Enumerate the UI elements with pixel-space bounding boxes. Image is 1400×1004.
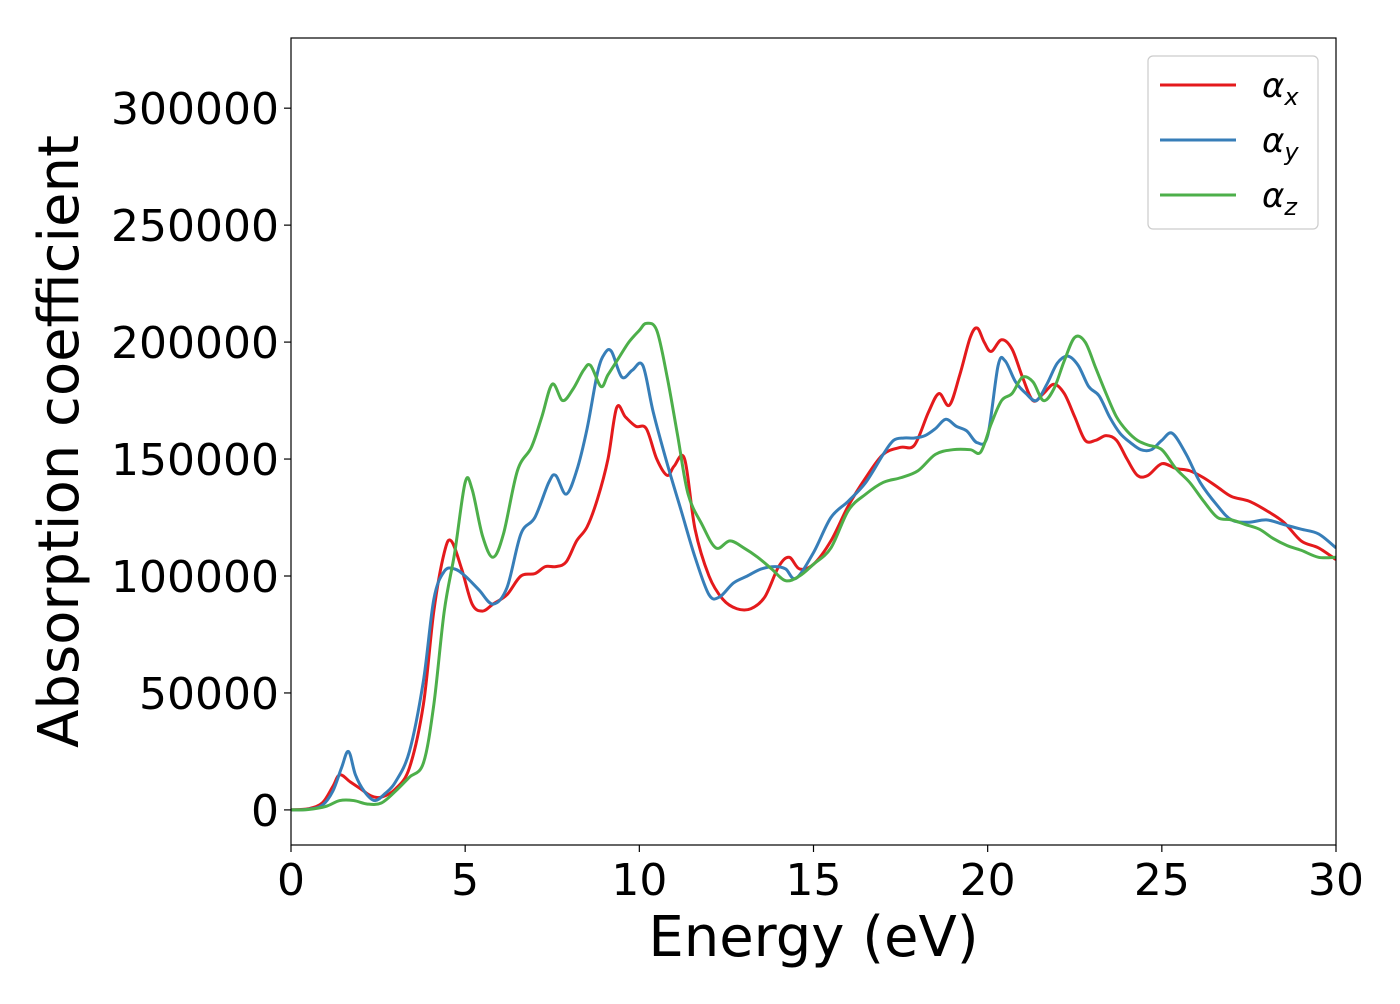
y-tick-label: 300000	[111, 84, 279, 135]
legend-label-x: αx	[1262, 66, 1299, 111]
x-tick-label: 20	[960, 855, 1016, 906]
y-tick-label: 200000	[111, 318, 279, 369]
series-line-x	[291, 326, 1336, 812]
legend-label-y: αy	[1262, 121, 1299, 166]
y-tick-label: 250000	[111, 201, 279, 252]
legend-box	[1147, 55, 1319, 230]
x-tick-label: 5	[451, 855, 479, 906]
y-tick-label: 150000	[111, 435, 279, 486]
x-axis-title: Energy (eV)	[648, 905, 978, 970]
series-lines	[291, 321, 1336, 812]
x-tick-label: 0	[277, 855, 305, 906]
legend: αx αy αz	[1147, 55, 1319, 230]
x-axis-ticks: 0 5 10 15 20 25 30	[277, 845, 1364, 906]
series-line-y	[291, 348, 1336, 812]
x-tick-label: 25	[1134, 855, 1190, 906]
x-tick-label: 30	[1308, 855, 1364, 906]
legend-label-z: αz	[1262, 176, 1298, 221]
y-tick-label: 50000	[139, 669, 279, 720]
series-line-z	[291, 321, 1336, 812]
y-tick-label: 100000	[111, 552, 279, 603]
x-tick-label: 10	[611, 855, 667, 906]
y-axis-ticks: 0 50000 100000 150000 200000 250000 300000	[111, 84, 291, 837]
y-axis-title: Absorption coefficient	[27, 135, 92, 748]
x-tick-label: 15	[786, 855, 842, 906]
y-tick-label: 0	[251, 786, 279, 837]
